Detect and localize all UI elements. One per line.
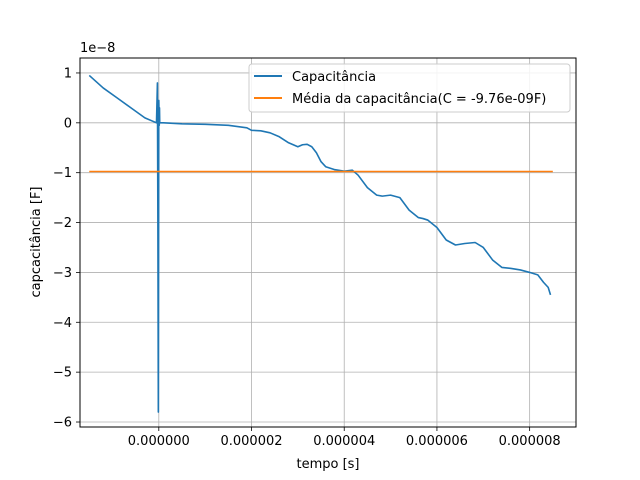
- y-offset-label: 1e−8: [80, 41, 115, 56]
- x-tick-label: 0.000006: [406, 434, 468, 449]
- legend-label-media: Média da capacitância(C = -9.76e-09F): [292, 92, 546, 107]
- y-tick-label: −5: [53, 366, 72, 381]
- y-tick-label: −1: [53, 166, 72, 181]
- y-tick-label: −3: [53, 266, 72, 281]
- series-layer: [88, 74, 553, 413]
- plot-frame: [79, 57, 577, 428]
- grid: [80, 58, 576, 427]
- y-tick-label: 0: [64, 116, 72, 131]
- y-axis-ticks: 1 0 −1 −2 −3 −4 −5 −6: [53, 66, 80, 431]
- x-axis-ticks: 0.000000 0.000002 0.000004 0.000006 0.000008: [128, 427, 561, 449]
- legend-box: [248, 63, 571, 113]
- plot-area: [80, 58, 576, 427]
- x-axis-label: tempo [s]: [296, 457, 359, 472]
- x-tick-label: 0.000002: [220, 434, 282, 449]
- x-tick-label: 0.000004: [313, 434, 375, 449]
- legend: Capacitância Média da capacitância(C = -…: [248, 63, 571, 113]
- x-tick-label: 0.000000: [128, 434, 190, 449]
- y-tick-label: −4: [53, 316, 72, 331]
- y-tick-label: 1: [64, 66, 72, 81]
- series-line-0: [88, 74, 552, 413]
- y-tick-label: −6: [53, 416, 72, 431]
- y-tick-label: −2: [53, 216, 72, 231]
- legend-label-capacitancia: Capacitância: [292, 70, 376, 85]
- y-axis-label: capcacitância [F]: [29, 186, 44, 297]
- x-tick-label: 0.000008: [499, 434, 561, 449]
